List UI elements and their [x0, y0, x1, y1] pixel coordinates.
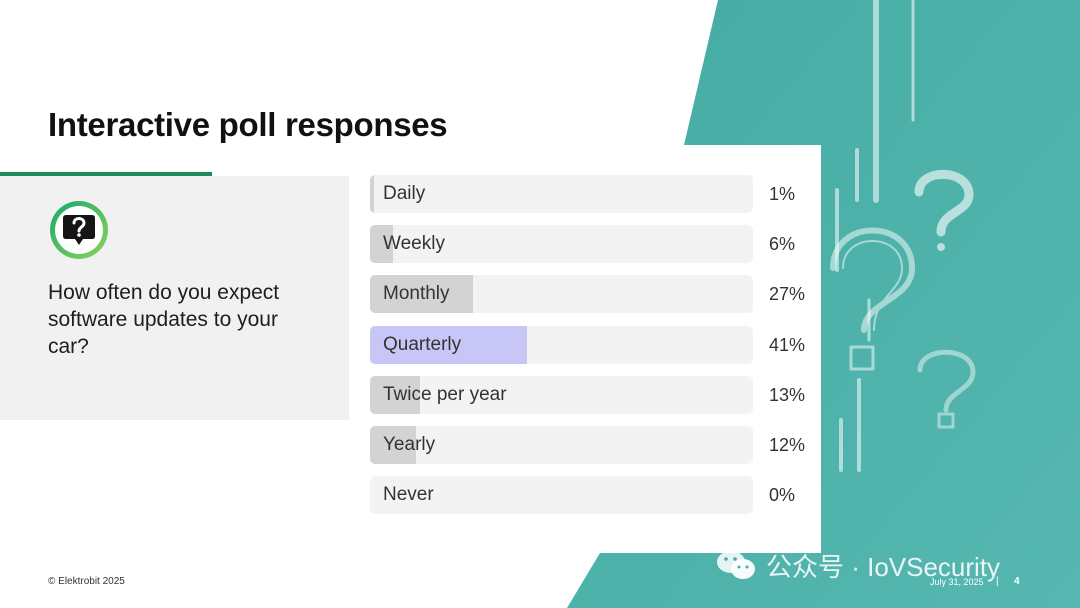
page-number: 4 — [1014, 576, 1020, 587]
wechat-icon — [717, 551, 755, 579]
watermark-text: 公众号 · IoVSecurity — [766, 551, 1001, 582]
bar-track: Monthly — [370, 275, 753, 313]
footer-copyright: © Elektrobit 2025 — [48, 576, 125, 587]
bar-track: Weekly — [370, 225, 753, 263]
question-mark-icon — [914, 169, 974, 251]
bar-value-label: 12% — [769, 435, 806, 455]
footer-date: July 31, 2025 — [930, 577, 984, 587]
bar-label: Quarterly — [383, 334, 462, 355]
bar-fill — [370, 275, 474, 313]
bar-track: Quarterly — [370, 326, 753, 364]
poll-option-row: Twice per year 13% — [370, 376, 806, 414]
bar-fill — [370, 326, 528, 364]
bar-label: Never — [383, 484, 434, 505]
poll-option-row: Daily 1% — [370, 175, 806, 213]
poll-option-row: Never 0% — [370, 476, 806, 514]
speech-bubble-question-icon — [50, 201, 108, 259]
bar-value-label: 0% — [769, 485, 796, 505]
footer-separator: | — [996, 576, 999, 587]
bar-label: Yearly — [383, 434, 436, 455]
bar-track: Yearly — [370, 426, 753, 464]
bar-track: Twice per year — [370, 376, 753, 414]
poll-option-row: Yearly 12% — [370, 426, 806, 464]
bar-label: Daily — [383, 183, 426, 204]
bar-fill — [370, 376, 420, 414]
question-mark-icon — [830, 227, 915, 371]
watermark: 公众号 · IoVSecurity — [716, 547, 1000, 583]
bar-value-label: 13% — [769, 385, 806, 405]
bar-fill — [370, 426, 416, 464]
bar-value-label: 41% — [769, 335, 806, 355]
bar-fill — [370, 225, 393, 263]
bar-label: Twice per year — [383, 384, 507, 405]
question-mark-icon — [917, 349, 976, 429]
bar-track: Daily — [370, 175, 753, 213]
bar-value-label: 27% — [769, 284, 806, 304]
bar-track: Never — [370, 476, 753, 514]
poll-option-row: Weekly 6% — [370, 225, 806, 263]
poll-option-row: Monthly 27% — [370, 275, 806, 313]
poll-question: How often do you expect software updates… — [48, 281, 280, 358]
poll-option-row: Quarterly 41% — [370, 326, 806, 364]
slide-title: Interactive poll responses — [48, 106, 448, 143]
bar-value-label: 1% — [769, 184, 796, 204]
bar-label: Weekly — [383, 233, 445, 254]
bar-label: Monthly — [383, 283, 450, 304]
bar-value-label: 6% — [769, 234, 796, 254]
bar-fill — [370, 175, 374, 213]
accent-line — [0, 172, 212, 176]
